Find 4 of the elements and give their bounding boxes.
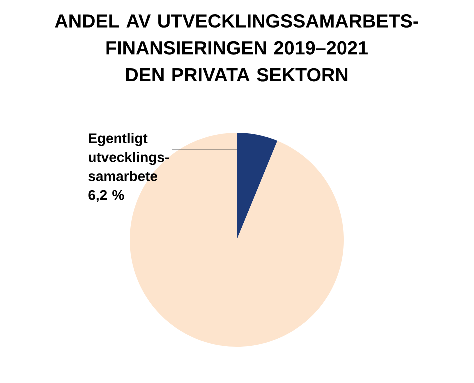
slice-label: Egentligt utvecklings-samarbete — [88, 133, 170, 182]
data-label: 6,2 % — [88, 190, 124, 202]
chart-subtitle: DEN PRIVATA SEKTORN — [126, 68, 348, 82]
chart-title: ANDEL AV UTVECKLINGSSAMARBETS-FINANSIERINGEN 2019–2021 — [55, 14, 418, 55]
